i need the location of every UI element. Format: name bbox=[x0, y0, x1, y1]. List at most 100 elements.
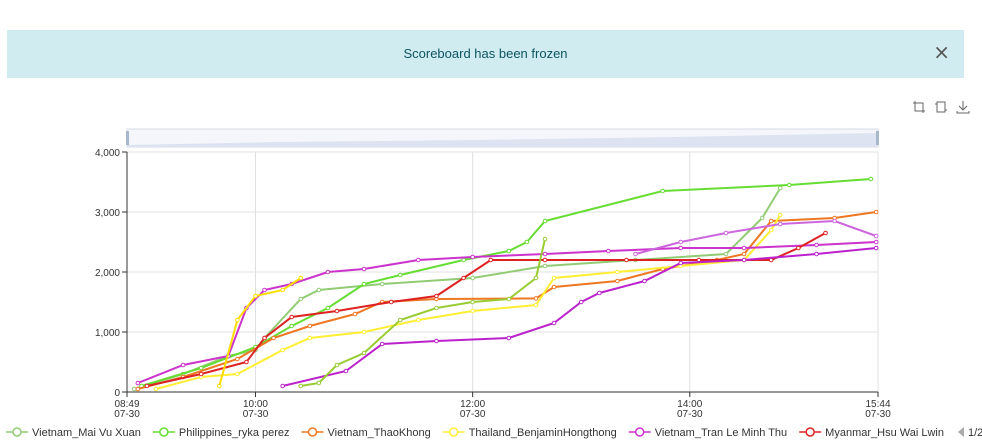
data-point bbox=[542, 257, 548, 263]
data-point bbox=[153, 386, 159, 392]
x-tick-date: 07-30 bbox=[865, 409, 891, 420]
data-point bbox=[868, 176, 874, 182]
data-point bbox=[777, 221, 783, 227]
data-point bbox=[524, 239, 530, 245]
x-tick-date: 07-30 bbox=[243, 409, 269, 420]
data-point bbox=[551, 275, 557, 281]
data-point bbox=[397, 272, 403, 278]
data-point bbox=[280, 383, 285, 389]
slider-handle-left bbox=[126, 131, 129, 145]
data-point bbox=[759, 215, 765, 221]
legend-marker bbox=[159, 427, 169, 437]
y-tick-label: 4,000 bbox=[95, 148, 120, 159]
data-point bbox=[235, 317, 240, 323]
series-9 bbox=[216, 275, 304, 389]
x-tick-label: 15:44 bbox=[865, 399, 890, 410]
data-point bbox=[814, 242, 819, 248]
close-icon[interactable]: × bbox=[933, 40, 950, 64]
data-point bbox=[361, 329, 367, 335]
data-point bbox=[741, 257, 747, 263]
zoom-reset-icon[interactable] bbox=[934, 100, 948, 114]
slider-preview bbox=[127, 133, 878, 147]
data-point bbox=[352, 311, 358, 317]
data-point bbox=[873, 245, 879, 251]
data-point bbox=[135, 386, 141, 392]
data-point bbox=[615, 269, 620, 275]
data-point bbox=[144, 383, 150, 389]
legend-marker bbox=[805, 427, 815, 437]
x-axis: 08:4907-3010:0007-3012:0007-3014:0007-30… bbox=[114, 391, 891, 420]
data-point bbox=[777, 212, 783, 218]
legend-marker bbox=[307, 427, 318, 437]
data-point bbox=[235, 356, 240, 362]
data-point bbox=[542, 218, 548, 224]
data-point bbox=[578, 299, 584, 305]
grid-lines bbox=[126, 151, 879, 393]
y-tick-label: 2,000 bbox=[95, 268, 120, 279]
x-tick-label: 08:49 bbox=[114, 399, 139, 410]
legend-marker bbox=[448, 427, 459, 437]
y-tick-label: 3,000 bbox=[95, 208, 120, 219]
data-point bbox=[741, 251, 747, 257]
legend-marker bbox=[634, 427, 645, 437]
series-0 bbox=[131, 185, 783, 392]
data-point bbox=[334, 308, 340, 314]
data-point bbox=[325, 305, 331, 311]
data-point bbox=[551, 284, 557, 290]
data-point bbox=[678, 245, 684, 251]
data-point bbox=[316, 380, 322, 386]
data-point bbox=[832, 218, 837, 224]
data-point bbox=[135, 380, 141, 386]
y-tick-label: 1,000 bbox=[95, 328, 120, 339]
x-tick-label: 14:00 bbox=[677, 399, 702, 410]
data-point bbox=[289, 323, 294, 329]
data-point bbox=[416, 257, 421, 263]
data-point bbox=[488, 257, 494, 263]
legend-item-label: Thailand_BenjaminHongthong bbox=[469, 427, 617, 439]
data-point bbox=[597, 290, 602, 296]
chart-toolbox bbox=[912, 100, 970, 114]
data-point bbox=[343, 368, 349, 374]
data-point bbox=[379, 281, 385, 287]
y-tick-label: 0 bbox=[114, 388, 120, 399]
data-point bbox=[606, 248, 611, 254]
data-point bbox=[470, 275, 475, 281]
data-point bbox=[253, 293, 258, 299]
data-point bbox=[262, 287, 267, 293]
data-point bbox=[298, 296, 304, 302]
zoom-icon[interactable] bbox=[912, 100, 926, 114]
data-point bbox=[280, 287, 285, 293]
series-6 bbox=[280, 245, 879, 389]
data-point bbox=[397, 317, 403, 323]
data-point bbox=[506, 296, 512, 302]
legend-item-label: Myanmar_Hsu Wai Lwin bbox=[825, 427, 944, 439]
legend-prev-icon[interactable] bbox=[957, 427, 964, 437]
data-point bbox=[542, 236, 548, 242]
data-point bbox=[361, 266, 367, 272]
data-point bbox=[873, 209, 879, 215]
data-point bbox=[470, 254, 475, 260]
data-point bbox=[216, 383, 222, 389]
legend: Vietnam_Mai Vu Xuan Philippines_ryka pere… bbox=[6, 427, 982, 439]
x-tick-date: 07-30 bbox=[114, 409, 140, 420]
data-point bbox=[533, 302, 539, 308]
legend-page-indicator: 1/2 bbox=[968, 427, 982, 439]
data-point bbox=[470, 299, 475, 305]
data-point bbox=[551, 320, 557, 326]
data-point bbox=[723, 230, 729, 236]
data-point bbox=[307, 323, 313, 329]
data-point bbox=[316, 287, 322, 293]
data-point bbox=[796, 245, 801, 251]
data-point bbox=[723, 251, 729, 257]
data-point bbox=[244, 359, 249, 365]
data-point bbox=[470, 308, 475, 314]
download-icon[interactable] bbox=[956, 100, 970, 114]
data-point bbox=[506, 335, 512, 341]
legend-item-label: Vietnam_Mai Vu Xuan bbox=[32, 427, 141, 439]
datazoom-slider[interactable] bbox=[126, 128, 879, 148]
data-point bbox=[361, 350, 367, 356]
data-point bbox=[235, 371, 240, 377]
x-tick-label: 10:00 bbox=[243, 399, 268, 410]
data-point bbox=[198, 365, 204, 371]
